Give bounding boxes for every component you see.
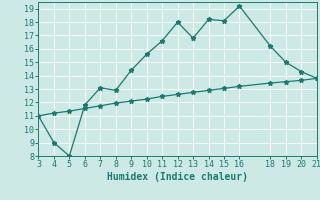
X-axis label: Humidex (Indice chaleur): Humidex (Indice chaleur) xyxy=(107,172,248,182)
